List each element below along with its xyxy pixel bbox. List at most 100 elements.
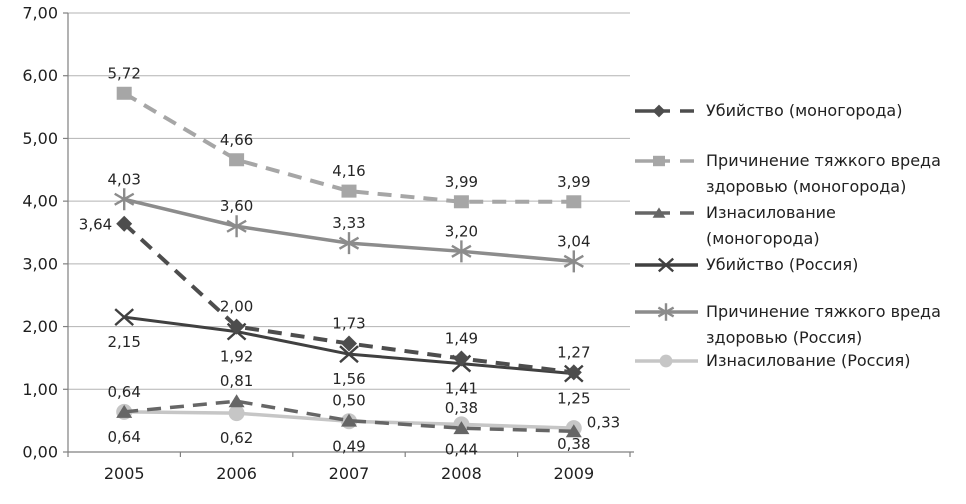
legend-label-line: Изнасилование: [706, 203, 836, 222]
data-label-murder-rus: 2,15: [107, 333, 140, 351]
xmark-marker-icon: [114, 308, 134, 327]
data-label-murder-mono: 1,73: [332, 315, 365, 333]
data-label-murder-mono: 1,27: [557, 343, 590, 361]
data-label-rape-rus: 0,62: [220, 429, 253, 447]
data-label-rape-mono: 0,81: [220, 372, 253, 390]
data-label-rape-mono: 0,38: [445, 399, 478, 417]
triangle-marker-icon: [341, 413, 357, 427]
data-label-murder-mono: 3,64: [79, 216, 112, 234]
diamond-marker-icon: [453, 350, 470, 367]
series-line-rape-mono: [124, 399, 574, 434]
legend-label-line: Убийство (Россия): [706, 255, 859, 274]
asterisk-marker-icon: [226, 215, 247, 238]
data-label-harm-mono: 3,99: [557, 173, 590, 191]
data-label-rape-rus: 0,44: [445, 440, 478, 458]
legend-item-murder-mono: Убийство (моногорода): [634, 98, 902, 124]
y-axis-label: 1,00: [22, 380, 58, 399]
triangle-legend-swatch-icon: [635, 207, 694, 218]
diamond-legend-swatch-icon: [635, 104, 694, 118]
data-label-harm-mono: 3,99: [445, 173, 478, 191]
legend-label-line: Причинение тяжкого вреда: [706, 151, 941, 170]
asterisk-marker-icon: [563, 250, 584, 273]
legend-label-line: Причинение тяжкого вреда: [706, 302, 941, 321]
triangle-marker-icon: [565, 424, 582, 438]
x-axis-label: 2005: [104, 464, 145, 483]
legend-label-line: здоровью (моногорода): [706, 177, 907, 196]
series-line-harm-mono: [123, 91, 574, 204]
y-axis-label: 4,00: [22, 192, 58, 211]
triangle-marker-icon: [453, 421, 470, 435]
y-axis-label: 6,00: [22, 66, 58, 85]
data-label-rape-mono: 0,64: [107, 383, 140, 401]
triangle-marker-icon: [116, 404, 133, 418]
circle-legend-swatch-icon: [635, 354, 698, 368]
y-axis-label: 7,00: [22, 4, 58, 23]
asterisk-marker-icon: [451, 240, 472, 263]
xmark-marker-icon: [658, 257, 674, 273]
data-label-harm-mono: 4,16: [332, 162, 365, 180]
legend-label: Изнасилование (Россия): [706, 348, 911, 374]
data-label-harm-rus: 4,03: [107, 170, 140, 188]
y-axis-label: 3,00: [22, 254, 58, 273]
legend-label-line: Убийство (моногорода): [706, 101, 903, 120]
y-axis-label: 5,00: [22, 129, 58, 148]
diamond-marker-icon: [565, 364, 582, 381]
legend-label-line: Изнасилование (Россия): [706, 351, 911, 370]
legend-label: Убийство (Россия): [706, 252, 858, 278]
legend-label: Причинение тяжкого вреда здоровью (Россия…: [706, 299, 941, 351]
square-legend-swatch-icon: [635, 155, 694, 167]
x-axis-label: 2008: [441, 464, 482, 483]
legend-item-murder-rus: Убийство (Россия): [634, 252, 858, 278]
asterisk-marker-icon: [114, 188, 135, 211]
legend-item-harm-mono: Причинение тяжкого вреда здоровью (моного…: [634, 148, 941, 200]
data-label-murder-rus: 1,92: [220, 348, 253, 366]
legend-label: Убийство (моногорода): [706, 98, 902, 124]
legend-item-harm-rus: Причинение тяжкого вреда здоровью (Россия…: [634, 299, 941, 351]
legend: Убийство (моногорода) Причинение тяжкого …: [634, 0, 964, 504]
xmark-legend-swatch-icon: [635, 257, 698, 273]
legend-item-rape-mono: Изнасилование (моногорода): [634, 200, 836, 252]
triangle-marker-icon: [228, 394, 245, 408]
data-label-murder-rus: 1,25: [557, 390, 590, 408]
legend-label-line: здоровью (Россия): [706, 328, 863, 347]
triangle-marker-icon: [652, 207, 666, 218]
square-marker-icon: [341, 184, 357, 198]
data-label-harm-rus: 3,60: [220, 197, 253, 215]
y-axis-label: 2,00: [22, 317, 58, 336]
data-label-murder-rus: 1,56: [332, 370, 365, 388]
x-axis-label: 2006: [216, 464, 257, 483]
data-label-harm-rus: 3,04: [557, 232, 590, 250]
data-label-rape-mono: 0,50: [332, 392, 365, 410]
data-label-murder-mono: 2,00: [220, 298, 253, 316]
legend-label-line: (моногорода): [706, 229, 820, 248]
data-label-murder-mono: 1,49: [445, 330, 478, 348]
diamond-marker-icon: [228, 318, 245, 335]
asterisk-marker-icon: [657, 303, 675, 321]
legend-label: Изнасилование (моногорода): [706, 200, 836, 252]
data-label-harm-rus: 3,33: [332, 214, 365, 232]
legend-item-rape-rus: Изнасилование (Россия): [634, 348, 911, 374]
circle-marker-icon: [659, 354, 673, 368]
square-marker-icon: [566, 195, 582, 209]
data-label-rape-rus: 0,49: [332, 437, 365, 455]
x-axis-label: 2009: [553, 464, 594, 483]
square-marker-icon: [453, 195, 469, 209]
diamond-marker-icon: [341, 335, 357, 352]
data-label-rape-rus: 0,38: [557, 435, 590, 453]
square-marker-icon: [229, 153, 245, 167]
data-label-rape-rus: 0,64: [107, 428, 140, 446]
data-label-harm-mono: 4,66: [220, 131, 253, 149]
y-axis-label: 0,00: [22, 443, 58, 462]
data-label-rape-mono: 0,33: [587, 413, 620, 431]
data-label-harm-rus: 3,20: [445, 222, 478, 240]
square-marker-icon: [653, 155, 665, 167]
asterisk-marker-icon: [338, 232, 360, 255]
x-axis-label: 2007: [329, 464, 370, 483]
diamond-marker-icon: [652, 104, 666, 118]
diamond-marker-icon: [116, 215, 133, 232]
legend-label: Причинение тяжкого вреда здоровью (моного…: [706, 148, 941, 200]
circle-marker-icon: [228, 405, 245, 422]
asterisk-legend-swatch-icon: [635, 303, 698, 321]
